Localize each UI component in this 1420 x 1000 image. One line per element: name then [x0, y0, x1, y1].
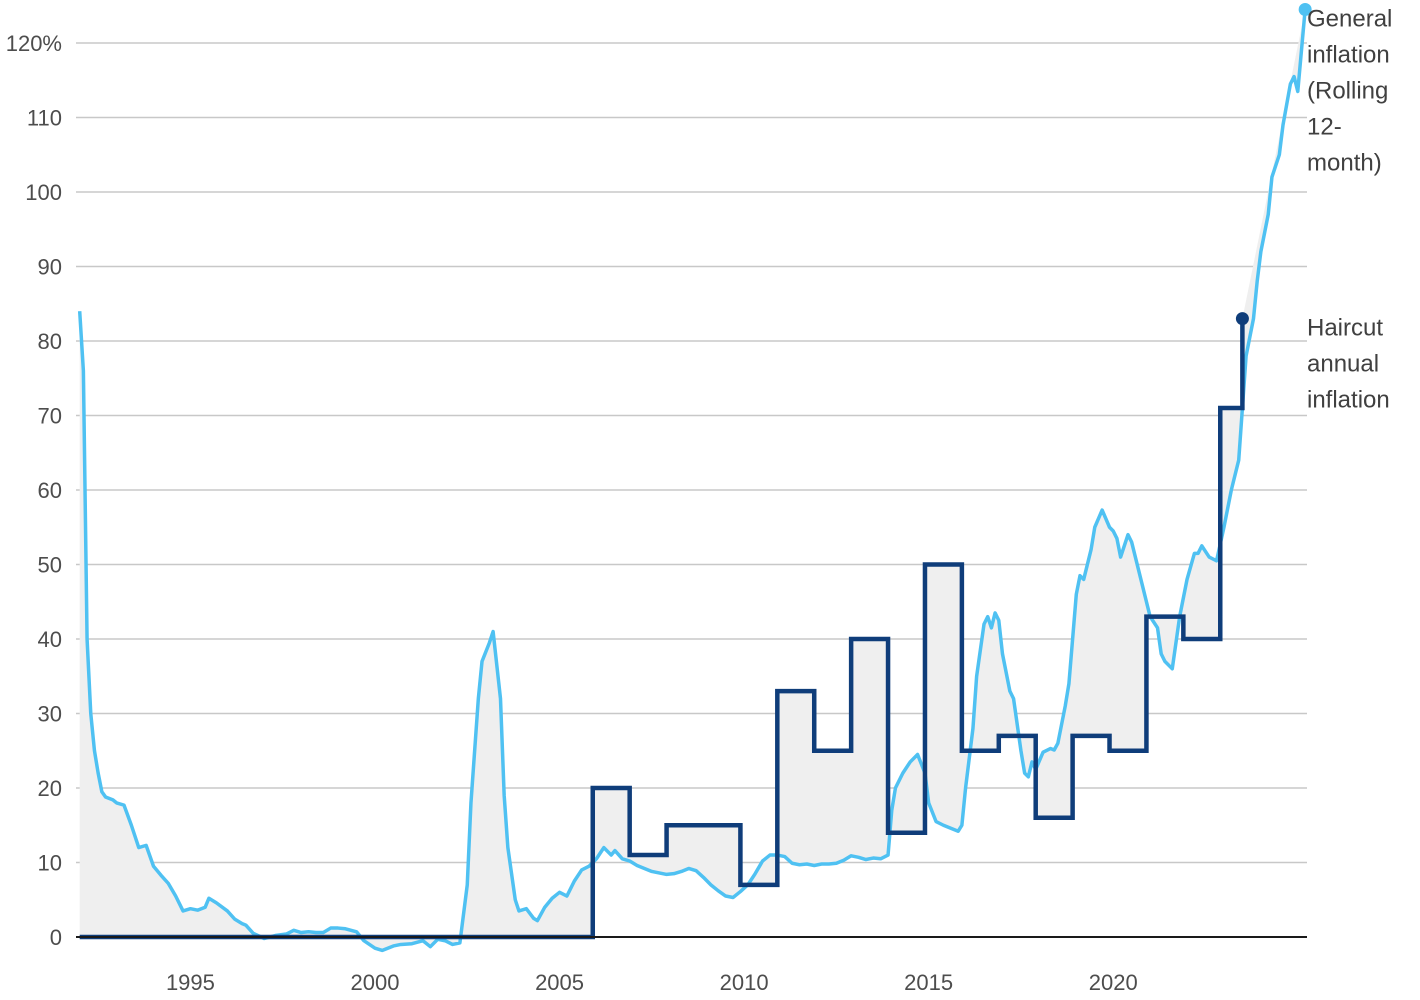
- series-lines: [77, 2, 1312, 953]
- y-tick-label: 100: [25, 180, 62, 205]
- x-tick-label: 2015: [904, 970, 953, 995]
- series-label-line: inflation: [1307, 41, 1390, 68]
- y-tick-label: 70: [38, 404, 62, 429]
- y-gridlines: [76, 42, 1307, 864]
- y-tick-label: 80: [38, 329, 62, 354]
- series-end-marker-1: [1235, 312, 1249, 326]
- series-line-0: [77, 9, 1307, 953]
- series-label-line: inflation: [1307, 387, 1390, 414]
- x-tick-label: 2000: [351, 970, 400, 995]
- series-end-marker-0: [1298, 2, 1312, 16]
- x-tick-label: 2020: [1089, 970, 1138, 995]
- y-tick-label: 60: [38, 478, 62, 503]
- series-labels: General inflation (Rolling 12- month) Haircut…: [1307, 5, 1392, 413]
- series-label-line: annual: [1307, 351, 1379, 378]
- y-tick-label: 0: [50, 925, 62, 950]
- y-tick-label: 110: [27, 106, 62, 131]
- x-tick-label: 2010: [720, 970, 769, 995]
- y-tick-label: 20: [38, 776, 62, 801]
- fill-between-series: [79, 9, 1306, 951]
- y-tick-label: 10: [38, 851, 62, 876]
- y-tick-label: 120%: [6, 31, 62, 56]
- series-label-1: Haircut annual inflation: [1307, 315, 1390, 414]
- y-tick-label: 50: [38, 553, 62, 578]
- axes: 0 10 20 30 40 50 60 70 80 90 100 110 120% 1995 2000 200…: [6, 31, 1307, 995]
- x-tick-label: 1995: [166, 970, 215, 995]
- y-tick-label: 40: [38, 627, 62, 652]
- fill-area: [79, 9, 1306, 951]
- series-line-1: [79, 318, 1245, 940]
- series-label-0: General inflation (Rolling 12- month): [1307, 5, 1392, 176]
- series-label-line: (Rolling: [1307, 77, 1388, 104]
- x-tick-label: 2005: [535, 970, 584, 995]
- series-label-line: Haircut: [1307, 315, 1383, 342]
- y-tick-label: 90: [38, 255, 62, 280]
- y-tick-label: 30: [38, 702, 62, 727]
- series-label-line: month): [1307, 149, 1382, 176]
- series-label-line: 12-: [1307, 113, 1342, 140]
- series-label-line: General: [1307, 5, 1392, 32]
